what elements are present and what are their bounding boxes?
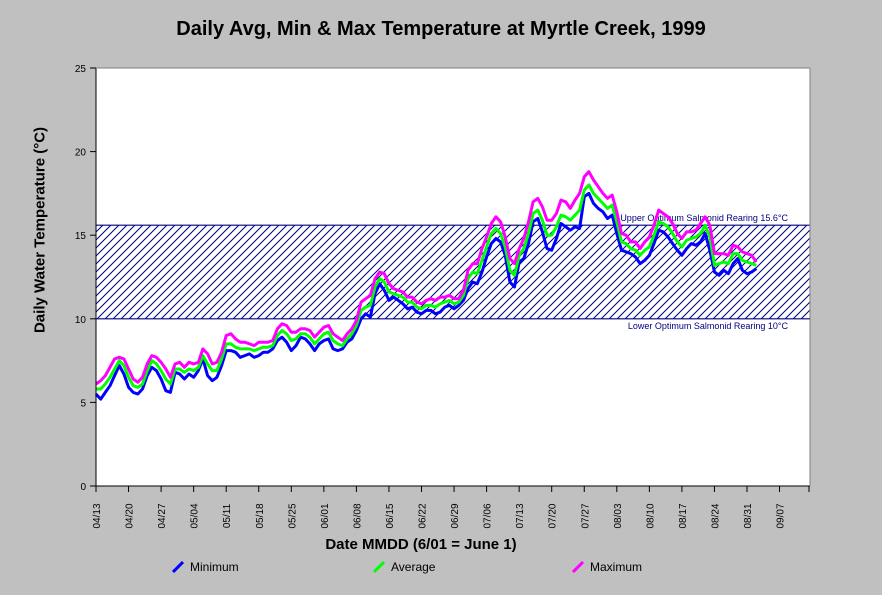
x-tick-label: 08/03 bbox=[613, 503, 624, 528]
x-tick-label: 05/04 bbox=[190, 503, 201, 528]
y-tick-label: 10 bbox=[75, 315, 87, 326]
y-tick-label: 15 bbox=[75, 231, 87, 242]
series-line-average bbox=[96, 183, 757, 391]
x-tick-label: 07/27 bbox=[580, 503, 591, 528]
x-tick-label: 08/31 bbox=[743, 503, 754, 528]
legend-maximum-swatch bbox=[572, 561, 584, 573]
x-tick-label: 04/13 bbox=[92, 503, 103, 528]
x-tick-label: 07/06 bbox=[483, 503, 494, 528]
x-tick-label: 07/20 bbox=[548, 503, 559, 528]
x-tick-label: 05/25 bbox=[287, 503, 298, 528]
legend-average-label: Average bbox=[391, 560, 436, 574]
x-tick-label: 08/24 bbox=[710, 503, 721, 528]
x-tick-label: 06/08 bbox=[352, 503, 363, 528]
lower-optimum-label: Lower Optimum Salmonid Rearing 10°C bbox=[628, 321, 789, 331]
legend-minimum-label: Minimum bbox=[190, 560, 239, 574]
x-tick-label: 06/22 bbox=[418, 503, 429, 528]
chart-title: Daily Avg, Min & Max Temperature at Myrt… bbox=[176, 18, 706, 40]
y-tick-label: 5 bbox=[80, 398, 86, 409]
x-tick-label: 05/18 bbox=[255, 503, 266, 528]
legend-minimum: Minimum bbox=[172, 560, 239, 574]
x-tick-label: 04/20 bbox=[125, 503, 136, 528]
legend-maximum-label: Maximum bbox=[590, 560, 643, 574]
x-tick-label: 06/15 bbox=[385, 503, 396, 528]
x-tick-label: 07/13 bbox=[515, 503, 526, 528]
y-tick-label: 20 bbox=[75, 148, 87, 159]
x-tick-label: 08/17 bbox=[678, 503, 689, 528]
y-tick-label: 25 bbox=[75, 64, 87, 75]
series-line-maximum bbox=[95, 170, 758, 386]
x-tick-label: 06/01 bbox=[320, 503, 331, 528]
x-tick-label: 06/29 bbox=[450, 503, 461, 528]
series-lines bbox=[94, 170, 758, 401]
axes: 0 5 10 15 20 25 04/13 04/20 04/27 05/04 05/11 05/18… bbox=[75, 64, 811, 529]
x-tick-label: 09/07 bbox=[776, 503, 787, 528]
legend-maximum: Maximum bbox=[572, 560, 642, 574]
x-axis-title: Date MMDD (6/01 = June 1) bbox=[325, 536, 517, 553]
x-tick-label: 05/11 bbox=[222, 503, 233, 528]
legend-average: Average bbox=[373, 560, 435, 574]
legend-minimum-swatch bbox=[172, 561, 184, 573]
legend-average-swatch bbox=[373, 561, 385, 573]
x-tick-label: 04/27 bbox=[157, 503, 168, 528]
series-line-minimum bbox=[94, 191, 758, 401]
x-tick-label: 08/10 bbox=[645, 503, 656, 528]
y-tick-label: 0 bbox=[80, 482, 86, 493]
